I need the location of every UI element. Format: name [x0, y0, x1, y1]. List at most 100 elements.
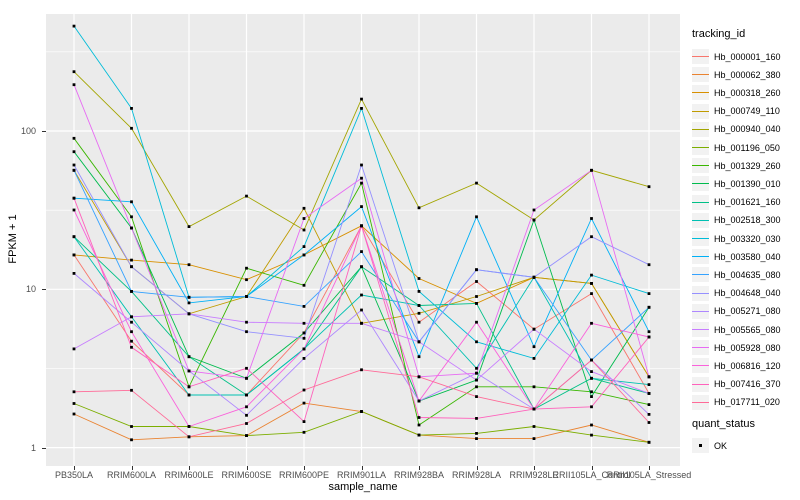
x-tick-mark [304, 466, 305, 470]
data-point-Hb_001196_050 [302, 430, 306, 434]
legend-key-swatch [692, 285, 709, 301]
data-point-Hb_017711_020 [130, 388, 133, 392]
data-point-Hb_001196_050 [647, 440, 651, 444]
plot-canvas [46, 14, 680, 466]
data-point-Hb_004648_040 [245, 330, 248, 334]
data-point-Hb_001196_050 [245, 434, 248, 437]
legend-label: Hb_007416_370 [714, 379, 781, 390]
data-point-Hb_004648_040 [72, 163, 76, 167]
legend-label: Hb_001621_160 [714, 197, 781, 208]
data-point-Hb_001329_260 [360, 181, 363, 185]
legend-key-swatch [692, 340, 709, 356]
data-point-Hb_000062_380 [130, 438, 133, 442]
data-point-Hb_002518_300 [475, 366, 478, 370]
x-tick-mark [189, 466, 190, 470]
data-point-Hb_003320_030 [130, 107, 133, 110]
data-point-Hb_004635_080 [245, 295, 248, 298]
data-point-Hb_000001_160 [130, 339, 133, 343]
data-point-Hb_005565_080 [302, 321, 306, 325]
data-point-Hb_005565_080 [245, 320, 248, 324]
legend-key-swatch [692, 358, 709, 374]
data-point-Hb_017711_020 [302, 388, 306, 392]
legend-label: Hb_004648_040 [714, 288, 781, 299]
data-point-Hb_004648_040 [130, 265, 133, 269]
data-point-Hb_003580_040 [302, 253, 306, 257]
data-point-Hb_000749_110 [590, 282, 593, 285]
data-point-Hb_003320_030 [360, 107, 363, 110]
x-tick-mark [419, 466, 420, 470]
data-point-Hb_003320_030 [302, 245, 306, 248]
data-point-Hb_001329_260 [475, 385, 478, 389]
legend-key-swatch [692, 322, 709, 337]
data-point-Hb_005928_080 [475, 371, 478, 375]
data-point-Hb_001621_160 [187, 355, 191, 359]
data-point-Hb_004648_040 [475, 268, 478, 272]
legend-item-Hb_004635_080: Hb_004635_080 [692, 266, 781, 283]
data-point-Hb_007416_370 [187, 385, 191, 389]
legend-key-line [692, 238, 709, 239]
legend-label: Hb_004635_080 [714, 269, 781, 280]
legend-label: OK [714, 440, 728, 451]
data-point-Hb_000940_040 [360, 97, 363, 101]
data-point-Hb_007416_370 [302, 420, 306, 423]
legend-label: Hb_000062_380 [714, 69, 781, 80]
legend-key-line [692, 292, 709, 294]
data-point-Hb_000940_040 [72, 70, 76, 74]
legend-key-swatch [692, 140, 709, 155]
x-tick-mark [131, 466, 133, 470]
data-point-Hb_003580_040 [590, 217, 593, 220]
data-point-Hb_005271_080 [647, 413, 651, 416]
data-point-Hb_005271_080 [302, 357, 306, 360]
x-tick-label-RRII105LA_Stressed: RRII105LA_Stressed [606, 470, 692, 480]
legend-label: Hb_017711_020 [714, 397, 780, 408]
legend-key-line [692, 274, 709, 276]
data-point-Hb_000001_160 [417, 320, 421, 324]
legend-item-Hb_004648_040: Hb_004648_040 [692, 285, 781, 302]
x-tick-label-RRIM928LA: RRIM928LA [451, 470, 502, 480]
x-tick-mark [476, 466, 478, 470]
data-point-Hb_000749_110 [302, 206, 306, 210]
data-point-Hb_001196_050 [417, 433, 421, 437]
data-point-Hb_001196_050 [590, 433, 593, 437]
data-point-Hb_003320_030 [647, 292, 651, 295]
legend-item-Hb_000001_160: Hb_000001_160 [692, 48, 781, 65]
data-point-Hb_001329_260 [590, 390, 593, 394]
data-point-Hb_006816_120 [130, 330, 133, 334]
legend-key-line [692, 92, 709, 94]
legend-item-Hb_000318_260: Hb_000318_260 [692, 84, 781, 101]
data-point-Hb_001329_260 [302, 283, 306, 287]
data-point-Hb_005565_080 [72, 347, 76, 351]
x-tick-label-RRIM901LA: RRIM901LA [336, 470, 387, 480]
x-tick-label-RRIM600LE: RRIM600LE [164, 470, 214, 480]
data-point-Hb_005565_080 [475, 378, 478, 382]
data-point-Hb_004635_080 [360, 250, 363, 253]
data-point-Hb_017711_020 [532, 407, 536, 411]
data-point-Hb_002518_300 [187, 393, 191, 397]
x-tick-label-RRIM600PE: RRIM600PE [278, 470, 330, 480]
data-point-Hb_000940_040 [187, 225, 191, 228]
y-tick-mark [42, 289, 46, 291]
data-point-Hb_017711_020 [590, 358, 593, 362]
data-point-Hb_001329_260 [72, 136, 76, 140]
legend-label: Hb_005271_080 [714, 306, 781, 317]
data-point-Hb_000940_040 [130, 126, 133, 130]
legend-key-swatch [692, 67, 709, 83]
data-point-Hb_005928_080 [302, 217, 306, 220]
legend-key-swatch [692, 158, 709, 174]
legend-key-swatch [692, 85, 709, 101]
legend-label: Hb_005928_080 [714, 342, 781, 353]
data-point-Hb_000062_380 [590, 423, 593, 427]
data-point-Hb_002518_300 [245, 393, 248, 397]
data-point-Hb_001329_260 [647, 403, 651, 406]
legend-item-Hb_007416_370: Hb_007416_370 [692, 376, 781, 393]
data-point-Hb_000318_260 [130, 258, 133, 262]
data-point-Hb_007416_370 [417, 416, 421, 419]
x-tick-label-RRIM600LA: RRIM600LA [106, 470, 157, 480]
x-tick-mark [649, 466, 650, 470]
legend-key-swatch [692, 376, 709, 392]
data-point-Hb_003320_030 [475, 340, 478, 344]
data-point-Hb_003580_040 [647, 330, 651, 334]
data-point-Hb_004648_040 [302, 336, 306, 340]
x-tick-mark [591, 466, 593, 470]
data-point-Hb_006816_120 [302, 347, 306, 351]
